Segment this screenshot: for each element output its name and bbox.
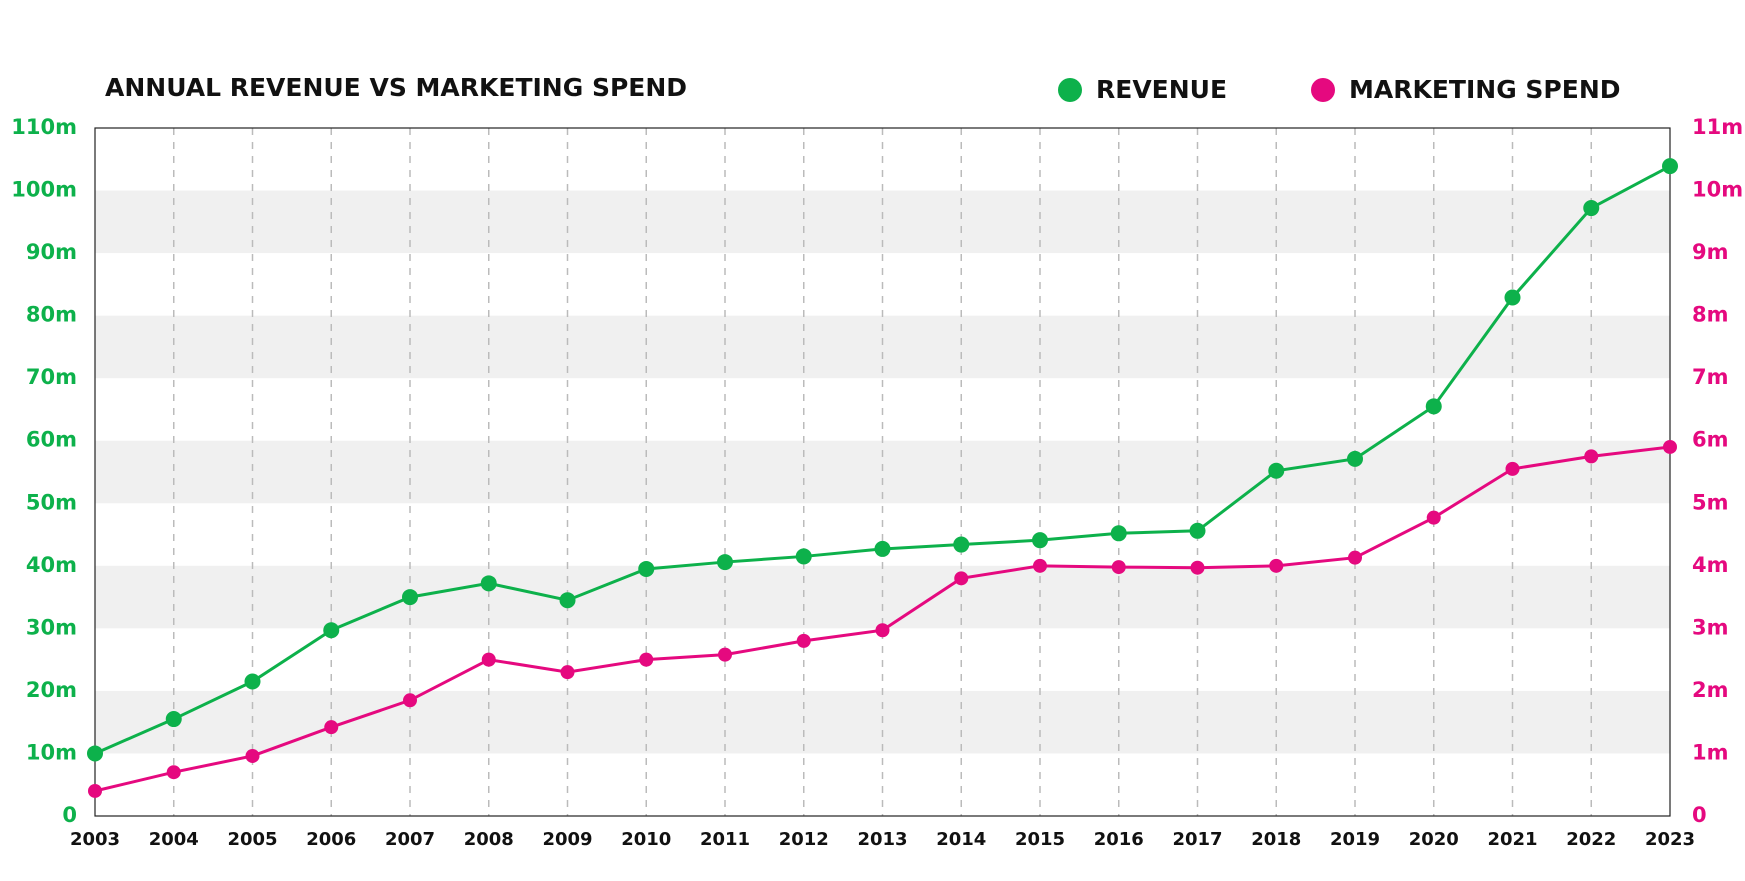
y2-tick-label: 1m (1692, 740, 1729, 764)
x-tick-label: 2004 (149, 829, 199, 850)
legend-label: REVENUE (1096, 75, 1227, 104)
point (166, 765, 181, 780)
y2-tick-label: 2m (1692, 678, 1729, 702)
x-tick-label: 2023 (1645, 829, 1695, 850)
point (874, 540, 891, 557)
x-tick-label: 2014 (936, 829, 986, 850)
point (1505, 461, 1520, 476)
point (875, 623, 890, 638)
point (1269, 558, 1284, 573)
point (559, 592, 576, 609)
point (1189, 522, 1206, 539)
point (718, 647, 732, 662)
x-tick-label: 2008 (464, 829, 514, 850)
y-tick-label: 80m (26, 303, 77, 327)
point (1583, 200, 1600, 217)
point (88, 783, 102, 798)
point (1033, 558, 1047, 573)
x-tick-label: 2007 (385, 829, 435, 850)
point (165, 711, 182, 728)
y2-tick-label: 11m (1692, 115, 1743, 139)
point (953, 536, 970, 553)
plot-frame (94, 127, 1671, 817)
y-tick-label: 40m (26, 553, 77, 577)
point (1348, 550, 1362, 565)
point (954, 571, 969, 586)
point (1111, 560, 1126, 575)
point (403, 693, 417, 708)
x-tick-label: 2020 (1409, 829, 1459, 850)
y-tick-label: 50m (26, 490, 77, 514)
x-tick-label: 2009 (542, 829, 592, 850)
y2-tick-label: 5m (1692, 490, 1729, 514)
legend-label: MARKETING SPEND (1349, 75, 1621, 104)
x-tick-label: 2019 (1330, 829, 1380, 850)
point (1347, 450, 1363, 467)
y2-tick-label: 3m (1692, 615, 1729, 639)
point (1426, 510, 1441, 525)
point (1662, 158, 1678, 175)
point (1504, 289, 1521, 306)
x-tick-label: 2012 (779, 829, 829, 850)
x-tick-label: 2018 (1251, 829, 1301, 850)
x-tick-label: 2021 (1487, 829, 1537, 850)
y2-tick-label: 4m (1692, 553, 1729, 577)
point (1110, 525, 1127, 542)
y-tick-label: 90m (26, 240, 77, 264)
point (244, 673, 261, 690)
point (1268, 462, 1285, 479)
point (1032, 532, 1048, 549)
x-tick-label: 2011 (700, 829, 750, 850)
point (1584, 449, 1599, 464)
point (402, 589, 418, 606)
point (1425, 398, 1442, 415)
y2-tick-label: 10m (1692, 178, 1743, 202)
x-tick-label: 2016 (1094, 829, 1144, 850)
x-tick-label: 2005 (227, 829, 277, 850)
y-tick-label: 60m (26, 428, 77, 452)
y-tick-label: 0 (62, 803, 77, 827)
point (639, 652, 654, 667)
point (323, 622, 340, 639)
y2-tick-label: 8m (1692, 303, 1729, 327)
point (638, 560, 655, 577)
x-tick-label: 2015 (1015, 829, 1065, 850)
point (1190, 560, 1205, 575)
y-tick-label: 10m (26, 740, 77, 764)
x-tick-label: 2017 (1172, 829, 1222, 850)
y2-tick-label: 6m (1692, 428, 1729, 452)
point (795, 548, 812, 565)
point (245, 748, 260, 763)
point (480, 575, 497, 592)
y-tick-label: 20m (26, 678, 77, 702)
y-tick-label: 70m (26, 365, 77, 389)
y-tick-label: 30m (26, 615, 77, 639)
x-tick-label: 2003 (70, 829, 120, 850)
y2-tick-label: 9m (1692, 240, 1729, 264)
y2-tick-label: 0 (1692, 803, 1707, 827)
x-tick-label: 2006 (306, 829, 356, 850)
legend-marker (1311, 78, 1335, 102)
chart-title: ANNUAL REVENUE VS MARKETING SPEND (105, 73, 687, 102)
x-tick-label: 2013 (857, 829, 907, 850)
y-tick-label: 110m (11, 115, 77, 139)
point (717, 554, 733, 571)
point (87, 745, 103, 762)
point (796, 633, 811, 648)
point (560, 665, 575, 680)
point (481, 652, 496, 667)
y2-tick-label: 7m (1692, 365, 1729, 389)
x-tick-label: 2010 (621, 829, 671, 850)
y-tick-label: 100m (11, 178, 77, 202)
point (324, 720, 339, 735)
legend-marker (1058, 78, 1082, 102)
point (1663, 439, 1677, 454)
x-tick-label: 2022 (1566, 829, 1616, 850)
